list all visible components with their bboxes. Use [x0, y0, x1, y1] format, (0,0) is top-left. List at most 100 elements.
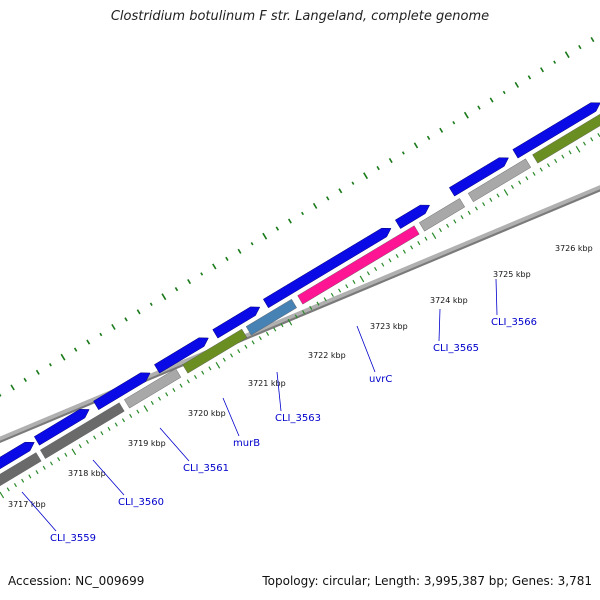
gc-dot: [23, 377, 27, 383]
ruler-tick: [186, 379, 190, 384]
gc-dot: [489, 97, 494, 103]
ruler-tick: [302, 310, 306, 315]
gene-label: uvrC: [369, 374, 392, 385]
ruler-tick: [438, 228, 442, 233]
gc-dot: [187, 278, 192, 285]
forward-gene-arrow: [262, 227, 392, 309]
reverse-gene-bar: [532, 113, 600, 164]
gc-dot: [10, 384, 15, 391]
gene-label-leader: [438, 308, 441, 342]
forward-gene-arrow: [154, 337, 209, 374]
gc-dot: [401, 151, 405, 155]
gc-dot: [590, 36, 595, 43]
ruler-tick: [546, 163, 551, 168]
gc-dot: [413, 142, 419, 149]
forward-gene-arrow: [212, 306, 261, 339]
ruler-tick: [64, 452, 68, 457]
tick-label: 3717 kbp: [8, 500, 46, 509]
topology-label: Topology: circular; Length: 3,995,387 bp…: [262, 574, 592, 588]
gc-dot: [351, 181, 355, 185]
ruler-tick: [453, 219, 457, 224]
ruler-track: 3717 kbp 3718 kbp 3719 kbp 3720 kbp 3721 kbp…: [0, 132, 600, 509]
forward-gene-arrow: [448, 157, 509, 197]
gc-dot: [212, 263, 217, 270]
ruler-tick: [251, 340, 255, 345]
gc-dot: [48, 363, 52, 367]
gc-dot: [540, 67, 544, 73]
ruler-tick: [554, 158, 558, 163]
gc-dot: [376, 165, 380, 171]
gc-dot: [452, 121, 456, 125]
gene-label-leader: [356, 325, 376, 373]
ruler-tick: [222, 357, 226, 362]
ruler-tick: [582, 141, 587, 146]
ruler-tick: [136, 409, 140, 414]
gc-dot: [136, 309, 141, 315]
ruler-tick: [265, 331, 270, 336]
gc-dot: [363, 172, 369, 180]
ruler-tick: [381, 262, 385, 267]
ruler-tick: [323, 297, 327, 302]
ruler-tick: [157, 396, 162, 401]
tick-label: 3720 kbp: [188, 409, 226, 418]
ruler-tick: [114, 422, 118, 427]
ruler-tick: [575, 145, 581, 153]
ruler-tick: [78, 444, 82, 449]
gc-dot: [388, 157, 393, 164]
ruler-tick: [417, 241, 421, 246]
gc-dot: [200, 272, 204, 276]
gene-label-track: CLI_3559 CLI_3560 CLI_3561 murB CLI_3563 uvrC…: [21, 278, 537, 544]
gc-dot: [439, 127, 444, 133]
gc-dot: [111, 323, 116, 330]
ruler-tick: [374, 266, 378, 272]
gc-dot: [426, 135, 431, 140]
ruler-tick: [42, 465, 46, 470]
reverse-gene-bar: [40, 402, 125, 459]
ruler-tick: [345, 284, 349, 289]
ruler-tick: [352, 279, 356, 284]
ruler-tick: [13, 483, 17, 488]
ruler-tick: [359, 275, 365, 283]
gc-dot: [338, 188, 343, 194]
ruler-tick: [474, 206, 478, 211]
gc-content-track: [0, 36, 595, 397]
tick-label: 3725 kbp: [493, 270, 531, 279]
ruler-tick: [100, 431, 104, 436]
ruler-tick: [273, 327, 277, 332]
ruler-tick: [525, 176, 529, 181]
ruler-tick: [280, 323, 284, 328]
map-title: Clostridium botulinum F str. Langeland, …: [110, 9, 490, 24]
tick-label: 3718 kbp: [68, 469, 106, 478]
gc-dot: [73, 347, 78, 352]
forward-gene-arrow: [0, 441, 35, 470]
gc-dot: [564, 51, 570, 59]
accession-label: Accession: NC_009699: [8, 574, 145, 588]
forward-gene-arrow: [93, 372, 151, 411]
gc-dot: [99, 332, 103, 337]
gc-dot: [463, 111, 469, 119]
ruler-tick: [165, 392, 169, 397]
reverse-gene-bar: [0, 452, 42, 487]
tick-label: 3719 kbp: [128, 439, 166, 448]
reverse-gene-bar: [419, 198, 466, 232]
ruler-tick: [49, 461, 53, 466]
gc-dot: [149, 302, 153, 306]
tick-label: 3723 kbp: [370, 322, 408, 331]
gc-dot: [275, 226, 280, 231]
ruler-tick: [85, 439, 90, 444]
ruler-tick: [532, 171, 536, 176]
ruler-tick: [467, 210, 471, 215]
gc-dot: [553, 60, 557, 64]
gc-dot: [250, 242, 254, 246]
ruler-tick: [460, 215, 464, 220]
forward-gene-arrow: [512, 102, 600, 159]
reverse-gene-bar: [245, 298, 297, 336]
ruler-tick: [366, 271, 370, 276]
ruler-tick: [316, 301, 320, 306]
gc-dot: [174, 286, 179, 292]
gene-label: CLI_3566: [491, 317, 537, 328]
forward-strand-track: [0, 102, 600, 470]
ruler-tick: [71, 448, 77, 456]
gc-dot: [237, 248, 242, 254]
